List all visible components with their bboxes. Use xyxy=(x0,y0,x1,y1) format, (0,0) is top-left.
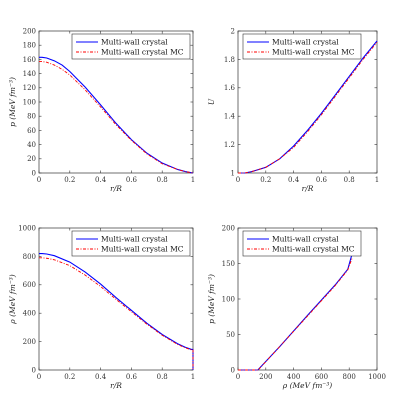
y-tick-label: 20 xyxy=(27,155,36,163)
y-axis-label: p (MeV fm⁻³) xyxy=(8,77,17,127)
subplot-1: 0 0.2 0.4 0.6 0.8 1 0 20 40 60 80 100 120 140 160 180 20… xyxy=(8,27,195,193)
y-tick-label: 160 xyxy=(23,56,36,64)
x-tick-label: 1 xyxy=(375,176,379,184)
series-line-2 xyxy=(39,61,194,174)
legend-label-2: Multi-wall crystal MC xyxy=(101,48,184,57)
series-line-2 xyxy=(39,257,194,370)
y-tick-label: 800 xyxy=(23,253,36,261)
y-tick-label: 1000 xyxy=(18,224,36,232)
y-tick-label: 80 xyxy=(27,113,36,121)
subplot-4: 0 200 400 600 800 1000 0 50 100 150 200 ρ (MeV fm⁻³… xyxy=(207,224,386,390)
x-tick-label: 0.4 xyxy=(95,176,107,184)
y-tick-label: 40 xyxy=(27,141,36,149)
x-tick-label: 0 xyxy=(37,373,41,381)
x-tick-label: 1 xyxy=(191,373,195,381)
x-tick-label: 0.8 xyxy=(344,176,355,184)
y-tick-label: 140 xyxy=(23,70,36,78)
x-axis-label: r/R xyxy=(302,184,314,193)
y-tick-label: 100 xyxy=(23,98,36,106)
y-tick-label: 1.6 xyxy=(224,84,236,92)
x-tick-label: 600 xyxy=(315,373,328,381)
x-tick-label: 0.2 xyxy=(64,373,75,381)
y-axis-label: U xyxy=(207,98,216,105)
series-line-1 xyxy=(39,56,194,174)
y-tick-label: 180 xyxy=(23,42,36,50)
series-line-2 xyxy=(238,258,353,371)
y-tick-label: 120 xyxy=(23,84,36,92)
x-tick-label: 200 xyxy=(259,373,272,381)
x-tick-label: 0.2 xyxy=(64,176,75,184)
x-tick-label: 0.6 xyxy=(316,176,328,184)
legend-label-1: Multi-wall crystal xyxy=(101,235,168,244)
x-tick-label: 0.2 xyxy=(260,176,271,184)
y-tick-label: 50 xyxy=(226,331,235,339)
x-axis-label: r/R xyxy=(110,381,122,390)
y-tick-label: 100 xyxy=(222,295,235,303)
y-tick-label: 60 xyxy=(27,127,36,135)
subplot-2: 0 0.2 0.4 0.6 0.8 1 1 1.2 1.4 1.6 1.8 2 r/R U Multi-wa… xyxy=(207,27,379,193)
legend-box xyxy=(242,33,362,60)
x-tick-label: 0 xyxy=(37,176,41,184)
x-axis-label: ρ (MeV fm⁻³) xyxy=(282,381,332,390)
x-axis-label: r/R xyxy=(110,184,122,193)
y-axis-label: ρ (MeV fm⁻³) xyxy=(8,274,17,324)
x-tick-label: 400 xyxy=(287,373,300,381)
y-tick-label: 200 xyxy=(23,27,36,35)
y-tick-label: 0 xyxy=(231,366,235,374)
x-tick-label: 800 xyxy=(343,373,356,381)
x-tick-label: 0 xyxy=(236,176,240,184)
legend-label-1: Multi-wall crystal xyxy=(101,38,168,47)
legend-label-1: Multi-wall crystal xyxy=(272,235,339,244)
series-line-1 xyxy=(39,253,194,370)
y-axis-label: p (MeV fm⁻³) xyxy=(207,274,216,324)
y-tick-label: 0 xyxy=(32,366,36,374)
x-tick-label: 0.4 xyxy=(288,176,300,184)
y-tick-label: 1 xyxy=(231,169,235,177)
y-tick-label: 600 xyxy=(23,281,36,289)
x-tick-label: 0.8 xyxy=(157,176,168,184)
y-tick-label: 1.2 xyxy=(224,141,235,149)
y-tick-label: 400 xyxy=(23,310,36,318)
legend-label-1: Multi-wall crystal xyxy=(272,38,339,47)
y-tick-label: 200 xyxy=(222,224,235,232)
x-tick-label: 1 xyxy=(191,176,195,184)
y-tick-label: 1.8 xyxy=(224,56,235,64)
y-tick-label: 0 xyxy=(32,169,36,177)
x-tick-label: 0.6 xyxy=(126,176,138,184)
series-line-2 xyxy=(238,42,378,174)
legend-label-2: Multi-wall crystal MC xyxy=(272,48,355,57)
legend-box xyxy=(71,33,191,60)
subplot-3: 0 0.2 0.4 0.6 0.8 1 0 200 400 600 800 1000 r/R ρ (MeV… xyxy=(8,224,195,390)
x-tick-label: 0.6 xyxy=(126,373,138,381)
x-tick-label: 0.8 xyxy=(157,373,168,381)
x-tick-label: 1000 xyxy=(368,373,386,381)
x-tick-label: 0.4 xyxy=(95,373,107,381)
legend-label-2: Multi-wall crystal MC xyxy=(101,245,184,254)
legend-box xyxy=(71,230,191,257)
y-tick-label: 200 xyxy=(23,338,36,346)
x-tick-label: 0 xyxy=(236,373,240,381)
y-tick-label: 2 xyxy=(231,27,235,35)
y-tick-label: 1.4 xyxy=(224,113,236,121)
legend-box xyxy=(242,230,362,257)
y-tick-label: 150 xyxy=(222,260,235,268)
legend-label-2: Multi-wall crystal MC xyxy=(272,245,355,254)
